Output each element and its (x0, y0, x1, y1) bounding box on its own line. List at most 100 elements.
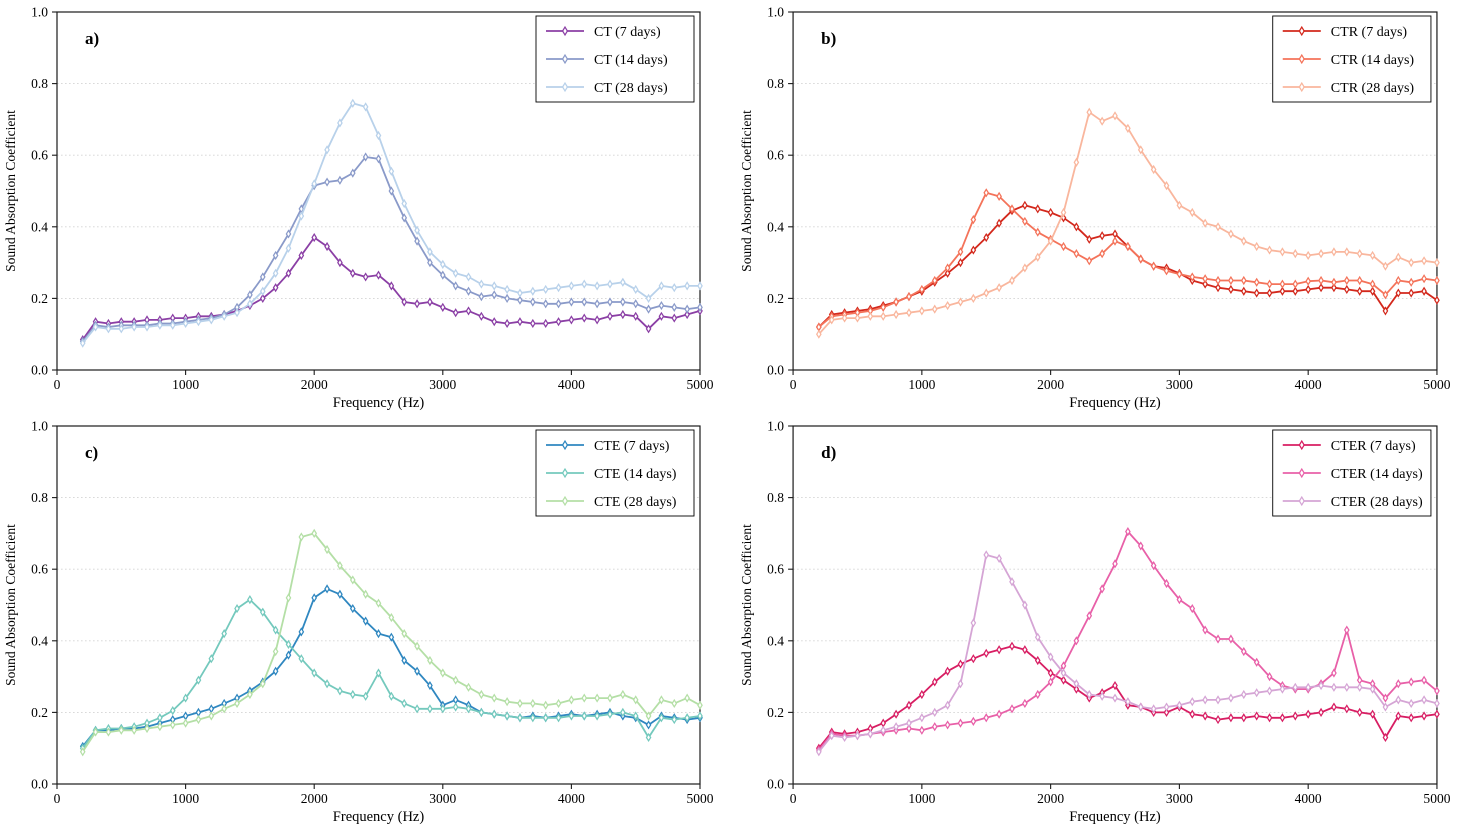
x-tick-label: 1000 (172, 377, 199, 392)
data-marker (983, 232, 990, 243)
data-marker (285, 243, 292, 253)
data-marker (1331, 668, 1337, 678)
data-marker (1356, 275, 1363, 286)
data-marker (1073, 222, 1080, 232)
data-marker (684, 281, 690, 291)
data-marker (561, 467, 569, 479)
legend-label: CTER (28 days) (1331, 495, 1423, 510)
data-marker (182, 318, 189, 329)
data-marker (1253, 288, 1260, 298)
data-marker (880, 725, 887, 735)
data-marker (259, 607, 266, 617)
y-axis-title: Sound Absorption Coefficient (739, 524, 754, 686)
data-marker (1034, 204, 1041, 214)
x-tick-label: 1000 (908, 377, 935, 392)
data-marker (658, 695, 665, 705)
panel-label: d) (821, 443, 836, 462)
data-marker (983, 713, 990, 723)
data-marker (1034, 227, 1041, 237)
data-marker (1176, 595, 1183, 605)
data-marker (311, 593, 318, 603)
y-tick-label: 0.8 (767, 76, 784, 91)
y-tick-label: 0.2 (767, 705, 784, 720)
data-marker (195, 675, 202, 685)
data-marker (529, 297, 536, 307)
y-axis: 0.0 0.2 0.4 0.6 0.8 1.0 Sound Absorption Coeff… (3, 419, 57, 792)
data-marker (919, 725, 925, 735)
data-marker (1112, 111, 1118, 121)
data-marker (259, 293, 266, 303)
data-marker (349, 98, 356, 108)
x-tick-label: 0 (54, 791, 61, 806)
data-marker (645, 293, 652, 303)
y-tick-label: 0.2 (767, 291, 784, 306)
data-marker (1266, 279, 1273, 289)
data-marker (388, 281, 395, 291)
data-marker (1112, 680, 1118, 691)
data-marker (247, 595, 253, 605)
data-marker (1369, 250, 1376, 261)
data-marker (1343, 284, 1350, 295)
data-marker (1292, 711, 1299, 721)
data-marker (491, 281, 498, 291)
data-marker (105, 727, 112, 737)
data-marker (1298, 53, 1305, 65)
plot-border (56, 11, 701, 371)
data-marker (427, 655, 433, 666)
data-marker (144, 322, 150, 332)
data-marker (337, 175, 343, 185)
panel-c: 0 1000 2000 3000 4000 5000 Frequency (Hz) 0.0 0.… (0, 414, 736, 828)
data-marker (388, 691, 395, 701)
data-marker (478, 292, 485, 302)
data-marker (465, 704, 472, 714)
data-marker (568, 695, 575, 705)
data-marker (1112, 693, 1118, 703)
data-marker (105, 324, 112, 334)
x-tick-label: 2000 (1037, 377, 1064, 392)
data-marker (375, 598, 382, 608)
data-marker (1060, 207, 1067, 218)
data-marker (1408, 698, 1415, 709)
data-marker (684, 309, 690, 320)
x-tick-label: 5000 (687, 377, 714, 392)
series-cter-28-days (815, 550, 1440, 757)
data-marker (645, 711, 652, 721)
data-marker (561, 495, 569, 507)
data-marker (983, 188, 990, 198)
data-marker (1279, 713, 1286, 723)
data-marker (1202, 695, 1208, 705)
data-marker (491, 317, 498, 327)
data-marker (594, 693, 600, 703)
data-marker (1189, 207, 1196, 218)
x-tick-label: 5000 (687, 791, 714, 806)
gridlines (793, 497, 1437, 713)
data-marker (311, 179, 318, 189)
data-marker (311, 668, 318, 678)
data-marker (349, 575, 356, 585)
data-marker (957, 718, 964, 728)
data-marker (568, 281, 575, 291)
data-marker (815, 747, 822, 757)
data-marker (1009, 704, 1015, 714)
data-marker (1086, 611, 1093, 621)
data-marker (324, 241, 330, 252)
data-marker (620, 707, 626, 717)
data-marker (414, 299, 420, 309)
x-tick-label: 0 (790, 377, 797, 392)
data-marker (561, 81, 569, 93)
data-marker (529, 286, 536, 296)
data-marker (1112, 559, 1118, 569)
data-marker (1125, 123, 1131, 133)
data-marker (1189, 272, 1196, 282)
data-marker (568, 297, 575, 307)
data-marker (581, 279, 588, 289)
data-marker (337, 118, 343, 128)
data-marker (1318, 680, 1324, 691)
legend-label: CT (14 days) (594, 53, 668, 68)
y-tick-label: 0.6 (767, 148, 784, 163)
data-marker (427, 297, 433, 307)
data-marker (1034, 689, 1041, 700)
data-marker (375, 629, 382, 639)
